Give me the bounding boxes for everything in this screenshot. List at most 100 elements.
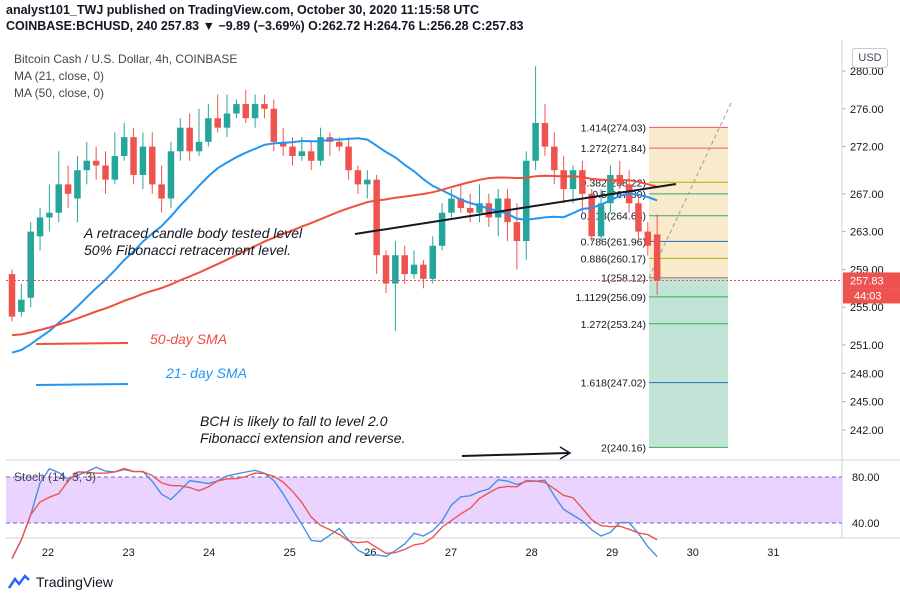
candle-body <box>354 170 362 185</box>
candle-body <box>485 203 493 218</box>
stoch-d-line <box>11 467 658 559</box>
candle-body <box>279 141 287 147</box>
candle-body <box>74 170 81 199</box>
annotation-sma50: 50-day SMA <box>150 331 228 347</box>
candle-body <box>261 104 268 109</box>
countdown-box <box>843 288 900 304</box>
currency-button[interactable]: USD <box>852 48 888 68</box>
legend-title[interactable]: Bitcoin Cash / U.S. Dollar, 4h, COINBASE <box>14 52 238 66</box>
price-tick-label: 280.00 <box>850 66 884 78</box>
bch-arrow-head <box>559 446 572 460</box>
candle-body <box>457 198 465 208</box>
candle-body <box>345 146 352 171</box>
candle-body <box>8 274 16 317</box>
candle-body <box>635 203 642 232</box>
time-tick-label: 26 <box>364 547 376 559</box>
sma21-sample-line <box>35 383 129 386</box>
footer-brand-label: TradingView <box>36 574 114 590</box>
time-tick-label: 22 <box>42 547 54 559</box>
annotation-retrace-line1: A retraced candle body tested level <box>84 225 303 241</box>
candle-body <box>569 170 577 190</box>
last-price-label: 257.83 <box>850 275 884 287</box>
candle-body <box>195 141 203 152</box>
candle-body <box>420 264 427 279</box>
fib-level-label: 1.272(253.24) <box>581 319 646 331</box>
price-tick-label: 272.00 <box>850 142 884 154</box>
price-tick-label: 255.00 <box>850 302 884 314</box>
candle-body <box>158 184 165 199</box>
candle-body <box>205 118 212 142</box>
candle-body <box>130 137 137 175</box>
candle-body <box>233 104 240 114</box>
fib-level-label: 1.618(247.02) <box>581 378 646 390</box>
stoch-tick-label: 80.00 <box>852 472 880 484</box>
legend-stoch[interactable]: Stoch (14, 3, 3) <box>14 470 97 484</box>
fib-level-label: 0.786(261.96) <box>581 236 646 248</box>
fib-level-label: 1.414(274.03) <box>581 122 646 134</box>
price-tick-label: 276.00 <box>850 104 884 116</box>
legend-ma50[interactable]: MA (50, close, 0) <box>14 86 105 100</box>
candle-body <box>588 193 595 237</box>
fib-level-label: 1.1129(256.09) <box>576 292 646 304</box>
fib-level-label: 1.272(271.84) <box>581 143 646 155</box>
time-tick-label: 27 <box>445 547 457 559</box>
tradingview-logo-icon <box>8 574 30 589</box>
legend-ma21[interactable]: MA (21, close, 0) <box>14 69 105 83</box>
ma50-line <box>11 174 658 337</box>
candle-body <box>289 146 296 157</box>
annotation-bch-line1: BCH is likely to fall to level 2.0 <box>200 413 388 429</box>
candle-body <box>298 151 306 157</box>
candle-body <box>513 222 521 242</box>
candle-body <box>18 299 25 312</box>
candle-body <box>597 203 605 237</box>
time-tick-label: 24 <box>203 547 215 559</box>
fib-level-label: 0.5(267.00) <box>592 189 646 201</box>
candle-body <box>336 141 343 147</box>
annotation-sma21: 21- day SMA <box>166 365 247 381</box>
ma21-line <box>11 137 658 354</box>
candle-body <box>36 217 44 237</box>
candle-body <box>186 127 193 152</box>
bch-arrow-line <box>461 452 569 457</box>
footer-brand[interactable]: TradingView <box>8 574 113 590</box>
annotation-retrace-line2: 50% Fibonacci retracement level. <box>84 242 291 258</box>
candle-body <box>532 122 539 161</box>
time-tick-label: 31 <box>767 547 779 559</box>
countdown-label: 44:03 <box>854 290 882 302</box>
candle-body <box>177 127 184 152</box>
candle-body <box>607 174 614 204</box>
retrace-arrow-line <box>354 183 677 235</box>
candle-body <box>541 122 549 147</box>
price-tick-label: 245.00 <box>850 397 884 409</box>
candle-body <box>410 264 418 275</box>
candle-body <box>223 113 231 128</box>
candle-body <box>55 184 62 213</box>
fib-level-label: 2(240.16) <box>601 442 646 454</box>
fib-level-label: 1(258.12) <box>601 273 646 285</box>
annotation-bch: BCH is likely to fall to level 2.0 Fibon… <box>200 413 405 447</box>
candle-body <box>242 104 249 119</box>
candle-body <box>644 231 652 246</box>
candle-body <box>102 165 109 180</box>
candle-body <box>364 179 371 185</box>
candle-body <box>83 160 91 171</box>
candle-body <box>401 255 408 275</box>
candle-body <box>27 231 34 298</box>
candle-body <box>429 245 436 279</box>
price-tick-label: 263.00 <box>850 227 884 239</box>
candle-body <box>307 151 315 161</box>
time-tick-label: 28 <box>525 547 537 559</box>
candle-body <box>466 207 474 213</box>
price-tick-label: 267.00 <box>850 189 884 201</box>
fib-level-label: 0.618(264.68) <box>581 211 646 223</box>
annotation-retrace: A retraced candle body tested level 50% … <box>84 225 302 259</box>
candle-body <box>523 160 530 242</box>
candle-body <box>46 212 53 218</box>
fib-level-label: 0.886(260.17) <box>581 253 646 265</box>
candle-body <box>111 156 119 180</box>
annotation-bch-line2: Fibonacci extension and reverse. <box>200 430 406 446</box>
candle-body <box>560 170 567 190</box>
candle-body <box>139 146 147 175</box>
stoch-tick-label: 40.00 <box>852 518 880 530</box>
